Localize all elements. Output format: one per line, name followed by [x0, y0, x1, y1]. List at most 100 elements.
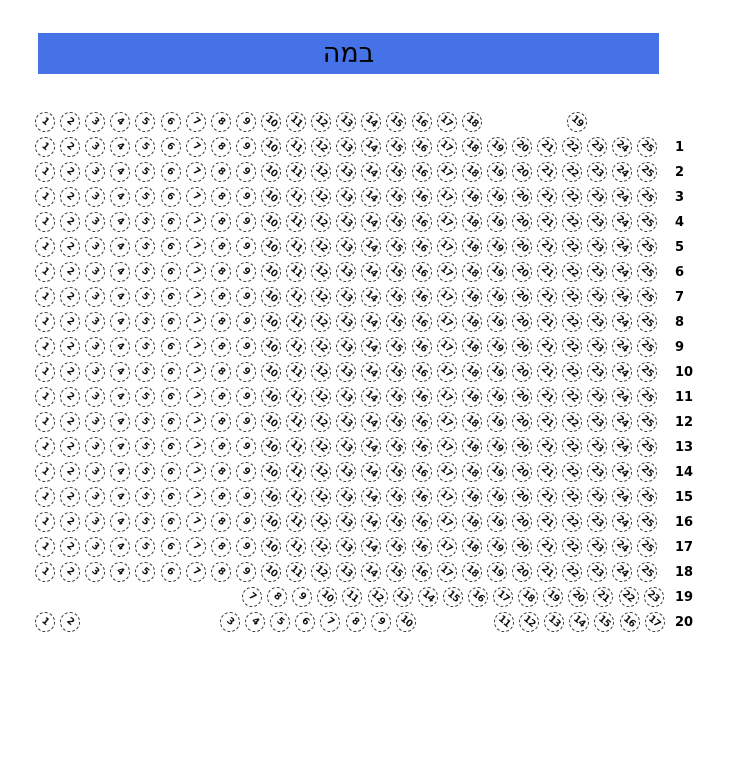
seat[interactable]: 24: [612, 437, 633, 457]
seat[interactable]: 21: [537, 412, 557, 432]
seat[interactable]: 1: [35, 162, 55, 182]
seat[interactable]: 24: [612, 337, 633, 357]
seat[interactable]: 6: [160, 337, 181, 357]
seat[interactable]: 13: [336, 262, 357, 282]
seat[interactable]: 8: [210, 237, 231, 257]
seat[interactable]: 1: [35, 437, 55, 457]
seat[interactable]: 7: [185, 212, 206, 232]
seat[interactable]: 18: [461, 287, 482, 307]
seat[interactable]: 6: [160, 487, 181, 507]
seat[interactable]: 24: [612, 212, 633, 232]
seat[interactable]: 19: [486, 137, 507, 157]
seat[interactable]: 7: [242, 587, 262, 607]
seat[interactable]: 18: [461, 512, 482, 532]
seat[interactable]: 23: [587, 487, 608, 507]
seat[interactable]: 5: [135, 562, 156, 582]
seat[interactable]: 11: [286, 287, 306, 307]
seat[interactable]: 16: [411, 162, 432, 182]
seat[interactable]: 11: [286, 337, 306, 357]
seat[interactable]: 9: [235, 312, 256, 332]
seat[interactable]: 16: [411, 237, 432, 257]
seat[interactable]: 25: [637, 337, 658, 357]
seat[interactable]: 24: [612, 237, 633, 257]
seat[interactable]: 9: [235, 512, 256, 532]
seat[interactable]: 11: [286, 487, 306, 507]
seat[interactable]: 10: [317, 587, 338, 607]
seat[interactable]: 14: [361, 112, 382, 132]
seat[interactable]: 24: [612, 387, 633, 407]
seat[interactable]: 19: [486, 387, 507, 407]
seat[interactable]: 5: [135, 437, 156, 457]
seat[interactable]: 13: [392, 587, 413, 607]
seat[interactable]: 22: [562, 162, 583, 182]
seat[interactable]: 6: [160, 212, 181, 232]
seat[interactable]: 2: [60, 112, 81, 132]
seat[interactable]: 13: [336, 462, 357, 482]
seat[interactable]: 22: [562, 237, 583, 257]
seat[interactable]: 4: [110, 412, 131, 432]
seat[interactable]: 1: [35, 562, 55, 582]
seat[interactable]: 14: [361, 362, 382, 382]
seat[interactable]: 18: [518, 587, 539, 607]
seat[interactable]: 19: [486, 537, 507, 557]
seat[interactable]: 17: [436, 562, 457, 582]
seat[interactable]: 6: [160, 462, 181, 482]
seat[interactable]: 2: [60, 537, 81, 557]
seat[interactable]: 18: [461, 387, 482, 407]
seat[interactable]: 5: [135, 487, 156, 507]
seat[interactable]: 25: [637, 487, 658, 507]
seat[interactable]: 8: [210, 212, 231, 232]
seat[interactable]: 19: [486, 262, 507, 282]
seat[interactable]: 4: [110, 537, 131, 557]
seat[interactable]: 15: [386, 487, 407, 507]
seat[interactable]: 25: [637, 437, 658, 457]
seat[interactable]: 17: [436, 362, 457, 382]
seat[interactable]: 6: [160, 437, 181, 457]
seat[interactable]: 10: [260, 362, 281, 382]
seat[interactable]: 21: [537, 287, 557, 307]
seat[interactable]: 22: [562, 262, 583, 282]
seat[interactable]: 1: [35, 612, 55, 632]
seat[interactable]: 24: [612, 487, 633, 507]
seat[interactable]: 18: [461, 562, 482, 582]
seat[interactable]: 4: [110, 287, 131, 307]
seat[interactable]: 4: [110, 212, 131, 232]
seat[interactable]: 8: [267, 587, 288, 607]
seat[interactable]: 7: [185, 262, 206, 282]
seat[interactable]: 5: [135, 362, 156, 382]
seat[interactable]: 22: [562, 337, 583, 357]
seat[interactable]: 23: [587, 287, 608, 307]
seat[interactable]: 25: [637, 562, 658, 582]
seat[interactable]: 8: [210, 362, 231, 382]
seat[interactable]: 16: [411, 487, 432, 507]
seat[interactable]: 8: [210, 387, 231, 407]
seat[interactable]: 13: [336, 187, 357, 207]
seat[interactable]: 8: [210, 487, 231, 507]
seat[interactable]: 5: [135, 412, 156, 432]
seat[interactable]: 1: [35, 137, 55, 157]
seat[interactable]: 24: [612, 512, 633, 532]
seat[interactable]: 7: [320, 612, 341, 632]
seat[interactable]: 1: [35, 187, 55, 207]
seat[interactable]: 9: [235, 537, 256, 557]
seat[interactable]: 21: [537, 487, 557, 507]
seat[interactable]: 22: [562, 137, 583, 157]
seat[interactable]: 20: [511, 212, 532, 232]
seat[interactable]: 11: [286, 137, 306, 157]
seat[interactable]: 16: [411, 362, 432, 382]
seat[interactable]: 8: [210, 562, 231, 582]
seat[interactable]: 2: [60, 237, 81, 257]
seat[interactable]: 23: [587, 512, 608, 532]
seat[interactable]: 6: [160, 512, 181, 532]
seat[interactable]: 12: [311, 187, 332, 207]
seat[interactable]: 17: [436, 112, 457, 132]
seat[interactable]: 4: [110, 562, 131, 582]
seat[interactable]: 16: [411, 462, 432, 482]
seat[interactable]: 8: [210, 137, 231, 157]
seat[interactable]: 14: [361, 312, 382, 332]
seat[interactable]: 9: [235, 387, 256, 407]
seat[interactable]: 16: [411, 562, 432, 582]
seat[interactable]: 18: [461, 487, 482, 507]
seat[interactable]: 20: [511, 412, 532, 432]
seat[interactable]: 22: [562, 187, 583, 207]
